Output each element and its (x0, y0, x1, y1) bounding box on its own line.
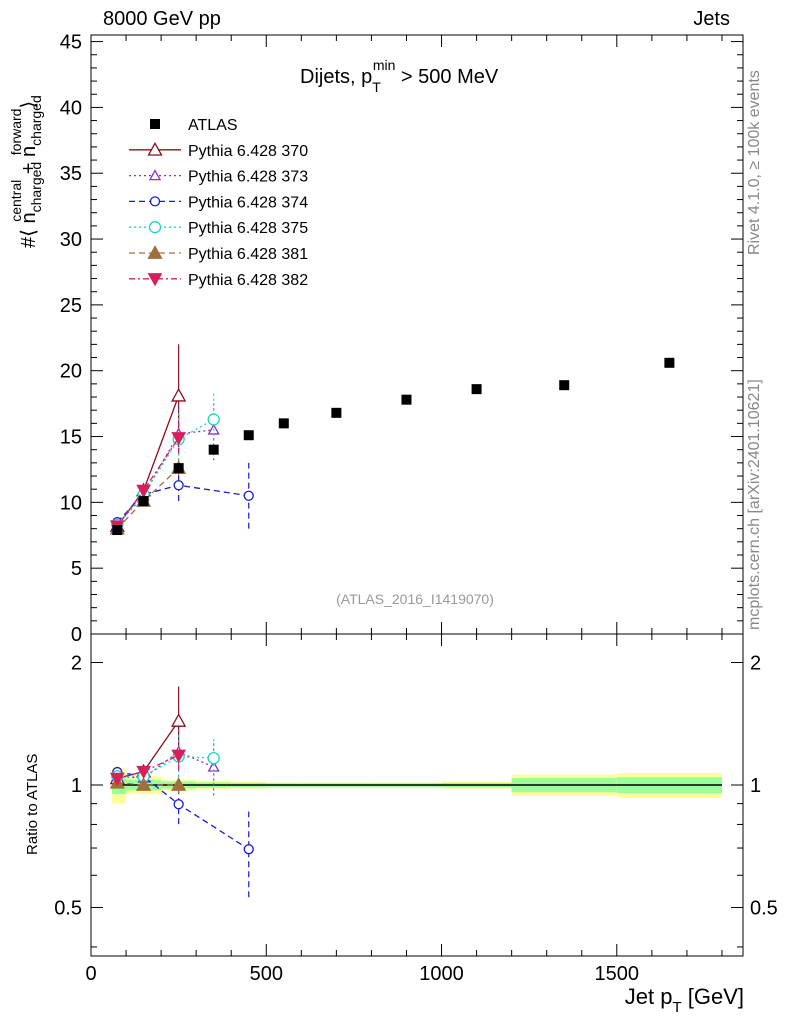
ratio-series-pythia-6-428-381 (109, 774, 187, 794)
ratio-line (117, 771, 250, 850)
legend-marker (147, 273, 163, 287)
y-tick-label: 35 (60, 163, 82, 185)
series-line (116, 429, 214, 526)
legend-marker (150, 119, 160, 129)
atlas-point (112, 524, 123, 535)
series-pythia-6-428-382 (109, 422, 186, 534)
legend-marker (148, 221, 162, 234)
series-point (136, 484, 151, 499)
y-tick-label: 5 (71, 558, 82, 580)
energy-label: 8000 GeV pp (103, 8, 221, 30)
y-tick-label: 45 (60, 32, 82, 54)
ratio-plot-marks (109, 686, 254, 898)
y-tick-label: 10 (60, 492, 82, 514)
legend-marker (148, 169, 162, 181)
atlas-point (243, 430, 254, 441)
y-tick-label: 15 (60, 427, 82, 449)
ratio-point (243, 844, 254, 855)
ratio-point (173, 799, 184, 810)
main-plot-marks (109, 344, 675, 535)
atlas-point (278, 418, 289, 429)
legend: ATLAS Pythia 6.428 370 Pythia 6.428 373 Pyt… (129, 117, 308, 289)
series-point (171, 432, 186, 446)
ratio-plot-frame (90, 633, 744, 957)
ratio-point (207, 751, 220, 765)
ratio-uncertainty-bands (112, 768, 722, 804)
chart-title: Dijets, pTmin > 500 MeV (300, 57, 499, 95)
svg-text:#⟨ nchargedcentral + nchargedf: #⟨ nchargedcentral + nchargedforward⟩ (8, 95, 44, 248)
ratio-point (135, 777, 152, 791)
y-tick-label: 0 (71, 624, 82, 646)
y-axis-title-ratio: Ratio to ATLAS (24, 754, 41, 855)
legend-label: ATLAS (188, 117, 238, 134)
legend-entry: Pythia 6.428 381 (129, 245, 308, 263)
series-point (173, 480, 184, 491)
series-point (207, 413, 220, 426)
ratio-y-tick-label-right: 1 (750, 775, 761, 797)
legend-label: Pythia 6.428 382 (188, 272, 308, 289)
atlas-point (331, 407, 342, 418)
atlas-point (401, 394, 412, 405)
legend-entry: Pythia 6.428 382 (129, 272, 308, 289)
y-tick-label: 20 (60, 361, 82, 383)
legend-marker (149, 196, 161, 207)
y-axis-title-main: #⟨ nchargedcentral + nchargedforward⟩ (8, 95, 44, 248)
ratio-y-tick-label-right: 0.5 (750, 897, 778, 919)
ratio-y-tick-label-right: 2 (750, 653, 761, 675)
series-line (116, 418, 215, 526)
series-pythia-6-428-375 (111, 393, 220, 531)
y-tick-label: 25 (60, 295, 82, 317)
ratio-line (117, 754, 179, 780)
atlas-data (112, 357, 675, 535)
y-tick-label: 30 (60, 229, 82, 251)
x-tick-label: 500 (250, 963, 283, 985)
ratio-point (171, 777, 187, 791)
category-label: Jets (693, 8, 730, 30)
atlas-point (559, 380, 570, 391)
x-tick-label: 1000 (419, 963, 464, 985)
axes-ticks: 0 500 1000 1500 0 5 10 15 20 25 30 35 40 45 0.5 0.5 1 1 2 2 (54, 32, 778, 985)
ratio-line (117, 755, 214, 778)
legend-label: Pythia 6.428 374 (188, 194, 308, 211)
atlas-point (138, 496, 149, 507)
ratio-point (109, 772, 125, 786)
ratio-y-tick-label: 0.5 (54, 897, 82, 919)
legend-marker (147, 245, 163, 259)
series-point (171, 387, 187, 402)
ratio-y-tick-label: 1 (71, 775, 82, 797)
legend-entry: Pythia 6.428 373 (129, 169, 308, 186)
series-point (243, 490, 254, 501)
legend-entry: Pythia 6.428 374 (129, 194, 308, 211)
atlas-point (471, 384, 482, 395)
y-tick-label: 40 (60, 97, 82, 119)
x-tick-label: 1500 (595, 963, 640, 985)
ratio-point (171, 749, 186, 763)
legend-entry: Pythia 6.428 370 (129, 141, 308, 160)
legend-label: Pythia 6.428 375 (188, 220, 308, 237)
atlas-point (664, 357, 675, 368)
legend-label: Pythia 6.428 373 (188, 169, 308, 186)
atlas-point (173, 463, 184, 474)
atlas-point (208, 444, 219, 455)
series-line (116, 484, 249, 523)
x-axis-title: Jet pT [GeV] (625, 984, 744, 1016)
series-pythia-6-428-373 (111, 399, 220, 530)
legend-entry: ATLAS (150, 117, 238, 134)
legend-entry: Pythia 6.428 375 (129, 220, 308, 237)
legend-label: Pythia 6.428 370 (188, 143, 308, 160)
series-line (116, 467, 180, 530)
ratio-point (136, 765, 151, 780)
ratio-series-pythia-6-428-382 (109, 741, 186, 786)
ratio-y-tick-label: 2 (71, 653, 82, 675)
legend-label: Pythia 6.428 381 (188, 246, 308, 263)
ratio-point (171, 713, 187, 727)
x-tick-label: 0 (85, 963, 96, 985)
analysis-watermark: (ATLAS_2016_I1419070) (336, 591, 494, 607)
legend-marker (147, 141, 163, 156)
